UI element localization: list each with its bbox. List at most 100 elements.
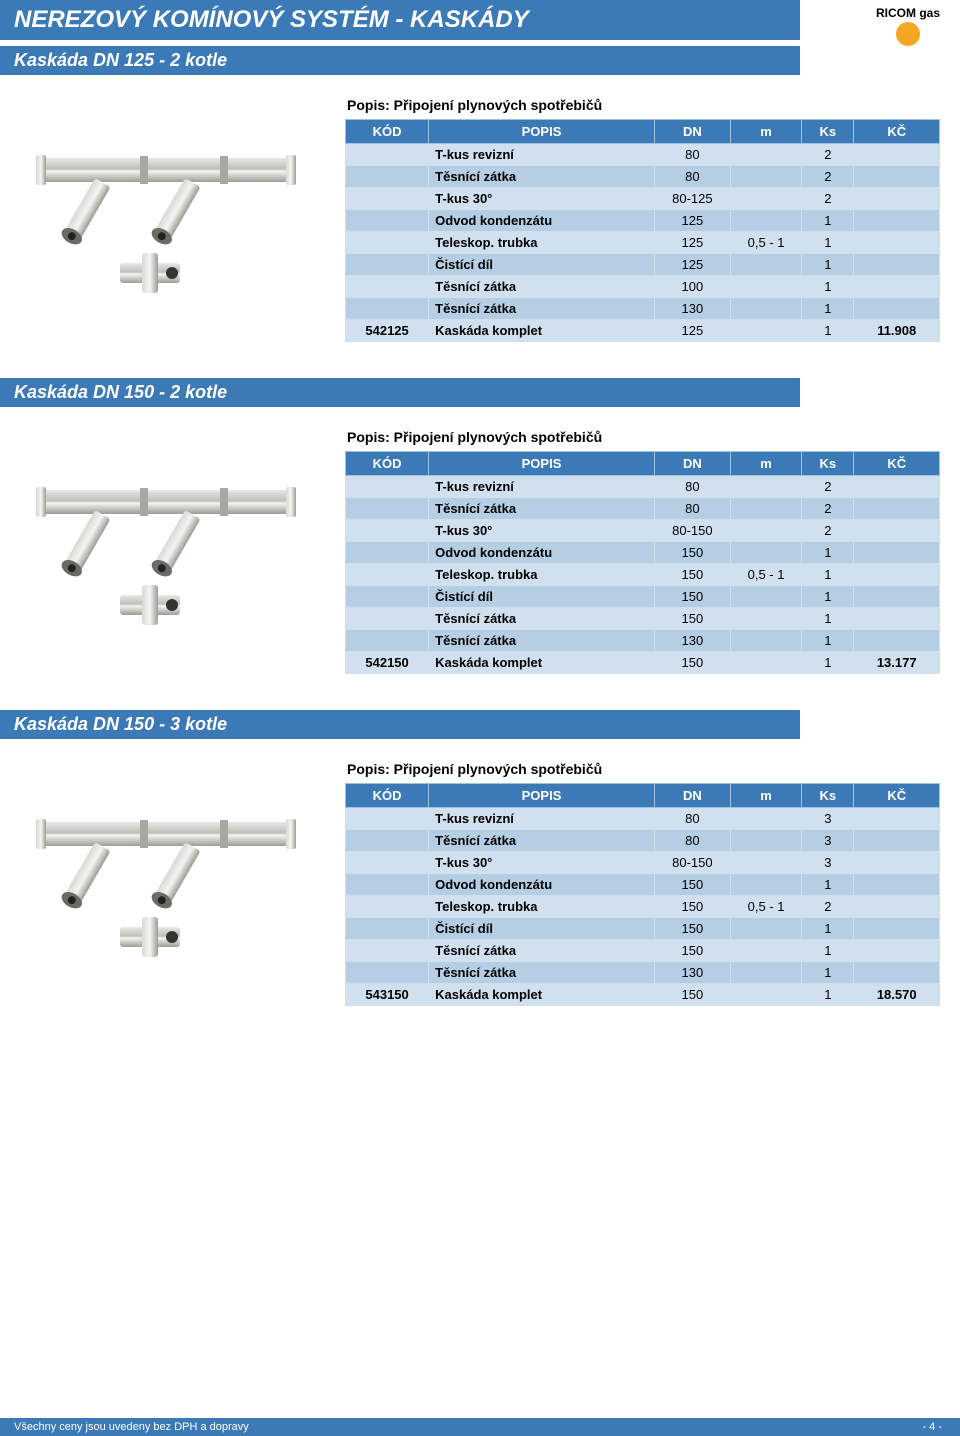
col-header-m: m bbox=[730, 120, 801, 144]
footer-left: Všechny ceny jsou uvedeny bez DPH a dopr… bbox=[14, 1421, 249, 1433]
col-header-kc: KČ bbox=[854, 784, 940, 808]
col-header-popis: POPIS bbox=[429, 784, 655, 808]
cell-dn: 80-150 bbox=[654, 852, 730, 874]
cell-m bbox=[730, 166, 801, 188]
cell-popis: Těsnící zátka bbox=[429, 298, 655, 320]
cell-m bbox=[730, 852, 801, 874]
cell-kod bbox=[346, 188, 429, 210]
cell-popis: Odvod kondenzátu bbox=[429, 874, 655, 896]
cell-dn: 125 bbox=[654, 254, 730, 276]
table-row: T-kus revizní803 bbox=[346, 808, 940, 830]
cell-kc bbox=[854, 940, 940, 962]
cell-popis: Odvod kondenzátu bbox=[429, 542, 655, 564]
section: Kaskáda DN 125 - 2 kotle bbox=[0, 46, 960, 342]
price-table: KÓDPOPISDNmKsKČT-kus revizní803Těsnící z… bbox=[345, 783, 940, 1006]
cell-popis: Čistící díl bbox=[429, 586, 655, 608]
cell-ks: 2 bbox=[802, 520, 854, 542]
cell-popis: Těsnící zátka bbox=[429, 830, 655, 852]
cell-ks: 2 bbox=[802, 144, 854, 166]
cell-m bbox=[730, 962, 801, 984]
cell-ks: 1 bbox=[802, 254, 854, 276]
table-row: Těsnící zátka803 bbox=[346, 830, 940, 852]
table-caption: Popis: Připojení plynových spotřebičů bbox=[345, 93, 940, 119]
cell-dn: 125 bbox=[654, 232, 730, 254]
cell-popis: T-kus revizní bbox=[429, 808, 655, 830]
cell-m bbox=[730, 254, 801, 276]
cell-m bbox=[730, 830, 801, 852]
cell-ks: 2 bbox=[802, 188, 854, 210]
cell-m bbox=[730, 320, 801, 342]
cell-popis: Těsnící zátka bbox=[429, 608, 655, 630]
table-row: 542150Kaskáda komplet150113.177 bbox=[346, 652, 940, 674]
table-row: T-kus 30°80-1503 bbox=[346, 852, 940, 874]
cell-dn: 150 bbox=[654, 896, 730, 918]
cell-dn: 80 bbox=[654, 498, 730, 520]
table-row: T-kus revizní802 bbox=[346, 144, 940, 166]
table-row: T-kus 30°80-1502 bbox=[346, 520, 940, 542]
cell-ks: 1 bbox=[802, 542, 854, 564]
price-table: KÓDPOPISDNmKsKČT-kus revizní802Těsnící z… bbox=[345, 451, 940, 674]
table-row: Čistící díl1501 bbox=[346, 586, 940, 608]
section-title: Kaskáda DN 125 - 2 kotle bbox=[0, 46, 800, 75]
col-header-kod: KÓD bbox=[346, 120, 429, 144]
col-header-dn: DN bbox=[654, 784, 730, 808]
cell-kc bbox=[854, 608, 940, 630]
cell-kod bbox=[346, 940, 429, 962]
cell-kod bbox=[346, 166, 429, 188]
col-header-popis: POPIS bbox=[429, 452, 655, 476]
cell-dn: 80 bbox=[654, 166, 730, 188]
table-row: Teleskop. trubka1500,5 - 11 bbox=[346, 564, 940, 586]
cell-ks: 1 bbox=[802, 984, 854, 1006]
cell-ks: 1 bbox=[802, 276, 854, 298]
cell-popis: Těsnící zátka bbox=[429, 630, 655, 652]
col-header-m: m bbox=[730, 452, 801, 476]
cell-kod bbox=[346, 232, 429, 254]
cell-ks: 1 bbox=[802, 918, 854, 940]
cell-kod: 542125 bbox=[346, 320, 429, 342]
cell-popis: Kaskáda komplet bbox=[429, 652, 655, 674]
cell-m bbox=[730, 608, 801, 630]
cell-kc: 11.908 bbox=[854, 320, 940, 342]
table-caption: Popis: Připojení plynových spotřebičů bbox=[345, 757, 940, 783]
cell-m bbox=[730, 476, 801, 498]
cell-kc bbox=[854, 498, 940, 520]
cell-ks: 3 bbox=[802, 852, 854, 874]
col-header-kc: KČ bbox=[854, 452, 940, 476]
cell-ks: 1 bbox=[802, 874, 854, 896]
cell-ks: 3 bbox=[802, 808, 854, 830]
cell-kod: 542150 bbox=[346, 652, 429, 674]
cell-m bbox=[730, 874, 801, 896]
cell-popis: Teleskop. trubka bbox=[429, 564, 655, 586]
cell-dn: 150 bbox=[654, 918, 730, 940]
cell-ks: 1 bbox=[802, 652, 854, 674]
table-row: T-kus revizní802 bbox=[346, 476, 940, 498]
cell-ks: 1 bbox=[802, 962, 854, 984]
cell-kod bbox=[346, 542, 429, 564]
cell-ks: 1 bbox=[802, 210, 854, 232]
cell-kc bbox=[854, 210, 940, 232]
col-header-dn: DN bbox=[654, 120, 730, 144]
cell-m bbox=[730, 276, 801, 298]
cell-m bbox=[730, 940, 801, 962]
cell-popis: Čistící díl bbox=[429, 254, 655, 276]
cell-dn: 150 bbox=[654, 586, 730, 608]
cell-kc bbox=[854, 962, 940, 984]
cell-kod bbox=[346, 210, 429, 232]
cell-m bbox=[730, 210, 801, 232]
col-header-ks: Ks bbox=[802, 452, 854, 476]
cell-m bbox=[730, 984, 801, 1006]
cell-m bbox=[730, 630, 801, 652]
cell-kod bbox=[346, 520, 429, 542]
table-row: Odvod kondenzátu1251 bbox=[346, 210, 940, 232]
cell-m bbox=[730, 808, 801, 830]
gear-icon bbox=[896, 22, 920, 46]
cell-popis: Kaskáda komplet bbox=[429, 984, 655, 1006]
cell-kc bbox=[854, 542, 940, 564]
cell-dn: 130 bbox=[654, 630, 730, 652]
cell-kod bbox=[346, 852, 429, 874]
table-row: Čistící díl1501 bbox=[346, 918, 940, 940]
cell-kc bbox=[854, 254, 940, 276]
table-row: T-kus 30°80-1252 bbox=[346, 188, 940, 210]
table-row: Odvod kondenzátu1501 bbox=[346, 874, 940, 896]
footer: Všechny ceny jsou uvedeny bez DPH a dopr… bbox=[0, 1418, 960, 1436]
